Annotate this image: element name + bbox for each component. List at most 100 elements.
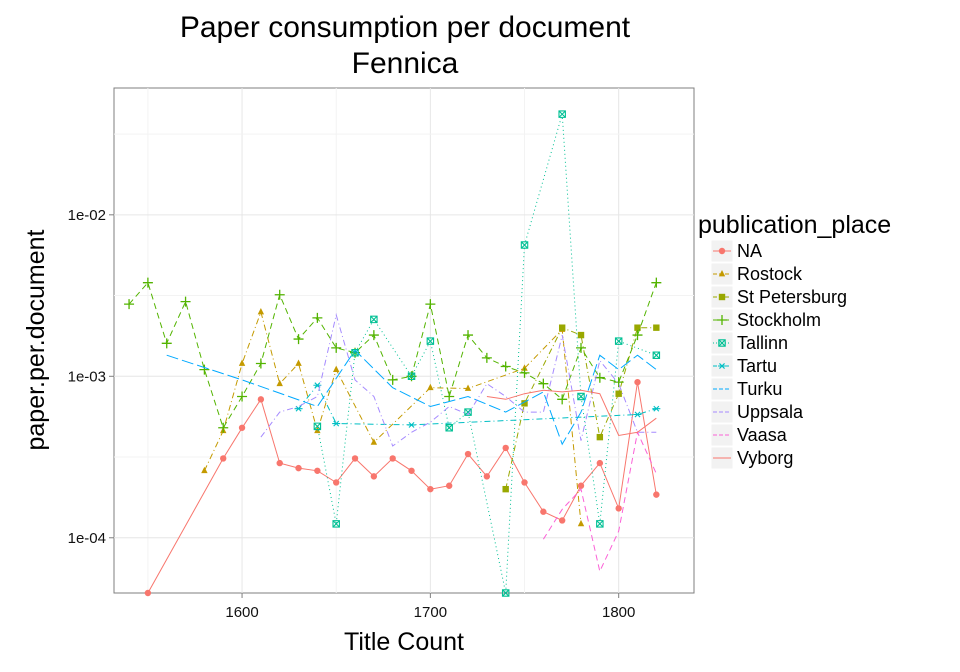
legend-key-marker [717, 315, 727, 325]
data-point-na [653, 491, 660, 498]
data-point-na [558, 517, 566, 524]
data-point-stockholm [481, 352, 492, 363]
data-point-rostock [464, 384, 472, 391]
series-line-rostock [203, 310, 582, 524]
data-point-stockholm [651, 277, 662, 288]
y-tick-label: 1e-03 [68, 368, 106, 385]
data-point-na [370, 473, 378, 480]
chart-subtitle: Fennica [352, 47, 459, 80]
x-tick-label: 1600 [225, 604, 258, 621]
data-point-rostock [238, 359, 246, 366]
legend-item-na: NA [710, 239, 762, 263]
data-point-stockholm [613, 377, 624, 388]
data-point-stockholm [538, 378, 549, 389]
data-point-na [596, 459, 604, 467]
data-point-rostock [427, 383, 434, 391]
legend-key-marker [718, 247, 726, 255]
series-line-tallinn [316, 114, 657, 594]
data-point-stockholm [557, 394, 568, 405]
data-point-rostock [295, 359, 302, 366]
legend-item-st-petersburg: St Petersburg [710, 285, 847, 309]
data-point-na [276, 459, 283, 467]
series-line-uppsala [260, 312, 657, 447]
data-point-tallinn [501, 589, 510, 597]
data-point-rostock [521, 364, 528, 371]
data-point-stockholm [274, 289, 285, 300]
data-point-tartu [633, 411, 642, 418]
legend-item-turku: Turku [710, 377, 782, 401]
data-point-tallinn [652, 351, 661, 359]
plot-panel [113, 87, 695, 594]
data-point-stockholm [199, 364, 210, 375]
data-point-stockholm [161, 338, 172, 349]
y-axis-title: paper.per.document [22, 229, 50, 450]
data-point-stockholm [312, 312, 323, 323]
data-point-na [464, 450, 472, 458]
data-point-stockholm [142, 277, 153, 288]
data-point-tallinn [614, 337, 623, 345]
legend-item-tallinn: Tallinn [710, 331, 788, 355]
legend-label-vaasa: Vaasa [737, 425, 788, 445]
data-point-st-petersburg [502, 485, 509, 493]
data-point-tallinn [313, 422, 322, 431]
data-point-tallinn [332, 520, 340, 528]
data-point-na [483, 473, 491, 480]
legend-key-marker [718, 293, 726, 301]
data-point-st-petersburg [558, 324, 566, 331]
series-line-vyborg [486, 389, 657, 437]
data-point-tallinn [520, 241, 529, 249]
data-point-tallinn [445, 424, 453, 432]
data-point-tallinn [407, 372, 416, 381]
series-vyborg [486, 389, 657, 437]
legend-item-vaasa: Vaasa [710, 423, 788, 447]
data-point-stockholm [576, 342, 587, 353]
series-tartu [294, 382, 661, 428]
data-point-stockholm [463, 330, 474, 341]
legend-title: publication_place [698, 211, 891, 239]
data-point-stockholm [124, 299, 135, 310]
data-point-na [314, 467, 321, 474]
data-point-na [333, 479, 340, 486]
chart-title: Paper consumption per document [180, 11, 631, 44]
axis-ticks: 1600 1700 1800 1e-04 1e-03 1e-02 [68, 207, 636, 621]
data-point-rostock [276, 379, 283, 387]
data-point-na [540, 508, 547, 515]
series-line-tartu [298, 384, 657, 426]
legend: publication_place NA Rostock St Petersburg… [698, 211, 891, 470]
data-point-st-petersburg [577, 331, 585, 339]
data-point-stockholm [594, 372, 605, 383]
legend-label-vyborg: Vyborg [737, 448, 793, 468]
legend-item-rostock: Rostock [710, 262, 803, 286]
data-point-na [445, 482, 453, 489]
legend-label-turku: Turku [737, 379, 782, 399]
data-point-na [238, 424, 246, 431]
x-axis-title: Title Count [344, 628, 464, 656]
data-point-tallinn [351, 348, 359, 357]
legend-label-rostock: Rostock [737, 264, 803, 284]
data-point-stockholm [444, 391, 455, 402]
x-tick-label: 1800 [602, 604, 635, 621]
data-point-stockholm [180, 296, 191, 307]
data-point-na [408, 467, 415, 474]
data-point-stockholm [218, 422, 229, 433]
series-layer [124, 110, 662, 597]
data-point-tallinn [577, 392, 585, 401]
data-point-rostock [201, 466, 208, 474]
data-point-st-petersburg [521, 400, 528, 407]
legend-label-tartu: Tartu [737, 356, 777, 376]
data-point-stockholm [425, 299, 436, 310]
data-point-stockholm [293, 334, 304, 345]
legend-key-marker [718, 339, 726, 347]
legend-label-stockholm: Stockholm [737, 310, 821, 330]
data-point-na [351, 455, 359, 462]
data-point-na [615, 505, 622, 512]
data-point-na [144, 589, 152, 597]
y-tick-label: 1e-04 [68, 530, 106, 547]
legend-label-tallinn: Tallinn [737, 333, 788, 353]
data-point-tallinn [370, 315, 378, 324]
data-point-tallinn [426, 337, 435, 345]
data-point-tallinn [464, 408, 472, 416]
legend-item-tartu: Tartu [710, 354, 777, 378]
y-tick-label: 1e-02 [68, 207, 106, 224]
